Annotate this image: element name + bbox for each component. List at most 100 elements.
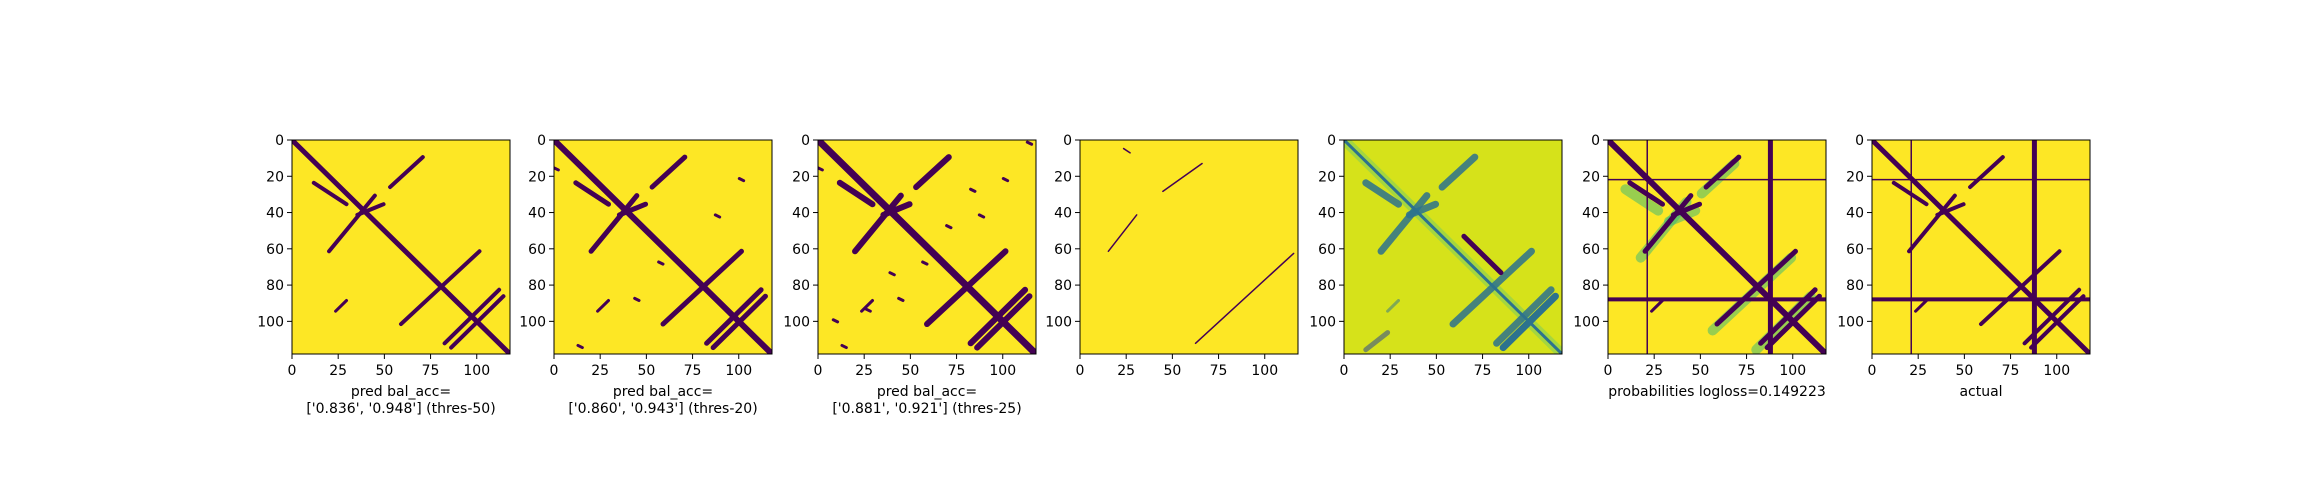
image-feature (616, 201, 649, 218)
x-tick-label: 75 (1738, 363, 1756, 379)
image-feature (864, 307, 872, 313)
y-tick-label: 80 (1846, 278, 1864, 294)
image-feature (860, 299, 874, 313)
x-tick-label: 100 (1251, 363, 1278, 379)
x-axis-label: ['0.860', '0.943'] (thres-20) (568, 401, 757, 417)
image-feature (576, 343, 584, 350)
image-feature (1363, 330, 1391, 353)
image-feature (442, 287, 502, 346)
x-tick-label: 50 (1691, 363, 1709, 379)
x-axis-label: actual (1959, 384, 2002, 400)
x-tick-label: 75 (1474, 363, 1492, 379)
x-axis-label: pred bal_acc= (613, 384, 713, 400)
heatmap-image (818, 140, 1036, 354)
image-feature (1493, 286, 1555, 347)
y-tick-label: 60 (792, 242, 810, 258)
y-tick-label: 0 (1855, 133, 1864, 149)
image-feature (588, 193, 640, 254)
plot-frame (1607, 139, 1827, 355)
x-tick-label: 25 (1117, 363, 1135, 379)
image-feature (818, 166, 824, 172)
y-tick-label: 0 (275, 133, 284, 149)
y-tick-label: 20 (528, 169, 546, 185)
image-feature (1608, 140, 1826, 354)
y-tick-label: 80 (528, 278, 546, 294)
image-feature (1642, 193, 1694, 254)
image-feature (1438, 153, 1479, 191)
image-feature (913, 154, 952, 191)
x-tick-label: 100 (2043, 363, 2070, 379)
image-feature (888, 271, 896, 277)
x-axis-label: pred bal_acc= (877, 384, 977, 400)
plot-frame (1871, 139, 2091, 355)
image-feature (831, 318, 840, 324)
panel: 0 25 50 75 100 0 20 40 60 80 100 pred bal_acc=['0.8… (783, 133, 1037, 417)
image-feature (1386, 299, 1400, 313)
image-feature (1914, 299, 1928, 313)
image-feature (1714, 248, 1798, 327)
panel: 0 25 50 75 100 0 20 40 60 80 100 (1309, 133, 1563, 379)
image-background (1080, 140, 1298, 354)
y-tick-label: 40 (792, 206, 810, 222)
y-tick-label: 80 (1054, 278, 1072, 294)
x-tick-label: 0 (550, 363, 559, 379)
x-tick-label: 75 (422, 363, 440, 379)
x-tick-label: 75 (1210, 363, 1228, 379)
image-feature (921, 260, 929, 266)
x-tick-label: 100 (1515, 363, 1542, 379)
image-feature (880, 201, 913, 218)
image-feature (1968, 155, 2005, 190)
image-feature (649, 154, 688, 190)
y-tick-label: 40 (1318, 206, 1336, 222)
image-feature (1194, 252, 1295, 345)
image-feature (1122, 147, 1131, 154)
image-feature (449, 294, 506, 350)
y-tick-label: 100 (1045, 314, 1072, 330)
image-feature (554, 166, 560, 172)
image-feature (1461, 233, 1504, 276)
x-tick-label: 50 (637, 363, 655, 379)
image-feature (1001, 177, 1010, 183)
image-feature (977, 213, 986, 219)
image-feature (969, 187, 977, 193)
x-tick-label: 0 (1340, 363, 1349, 379)
x-tick-label: 75 (2002, 363, 2020, 379)
image-feature (1107, 214, 1138, 253)
image-feature (924, 248, 1009, 328)
y-tick-label: 100 (1309, 314, 1336, 330)
x-tick-label: 100 (1779, 363, 1806, 379)
image-feature (1935, 202, 1966, 217)
x-axis-label: ['0.881', '0.921'] (thres-25) (832, 401, 1021, 417)
x-tick-label: 50 (375, 363, 393, 379)
heatmap-image (554, 140, 772, 354)
y-tick-label: 0 (801, 133, 810, 149)
y-tick-label: 60 (1582, 242, 1600, 258)
image-feature (1627, 180, 1665, 207)
y-tick-label: 80 (266, 278, 284, 294)
x-tick-label: 25 (1645, 363, 1663, 379)
panel: 0 25 50 75 100 0 20 40 60 80 100 pred bal_acc=['0.8… (519, 133, 773, 417)
x-tick-label: 50 (1163, 363, 1181, 379)
image-feature (399, 249, 482, 327)
y-tick-label: 40 (528, 206, 546, 222)
plot-frame (553, 139, 773, 355)
image-feature (704, 287, 764, 346)
x-tick-label: 50 (1955, 363, 1973, 379)
x-tick-label: 25 (329, 363, 347, 379)
x-tick-label: 100 (725, 363, 752, 379)
image-feature (1872, 140, 2090, 354)
image-feature (1670, 201, 1703, 218)
image-feature (1907, 193, 1957, 254)
y-tick-label: 100 (1573, 314, 1600, 330)
image-feature (327, 193, 377, 254)
image-feature (388, 155, 425, 190)
y-tick-label: 60 (528, 242, 546, 258)
y-tick-label: 60 (1318, 242, 1336, 258)
image-feature (897, 296, 905, 302)
y-tick-label: 40 (1054, 206, 1072, 222)
image-feature (1377, 192, 1431, 255)
x-tick-label: 100 (989, 363, 1016, 379)
x-tick-label: 25 (1381, 363, 1399, 379)
image-feature (1620, 184, 1664, 216)
